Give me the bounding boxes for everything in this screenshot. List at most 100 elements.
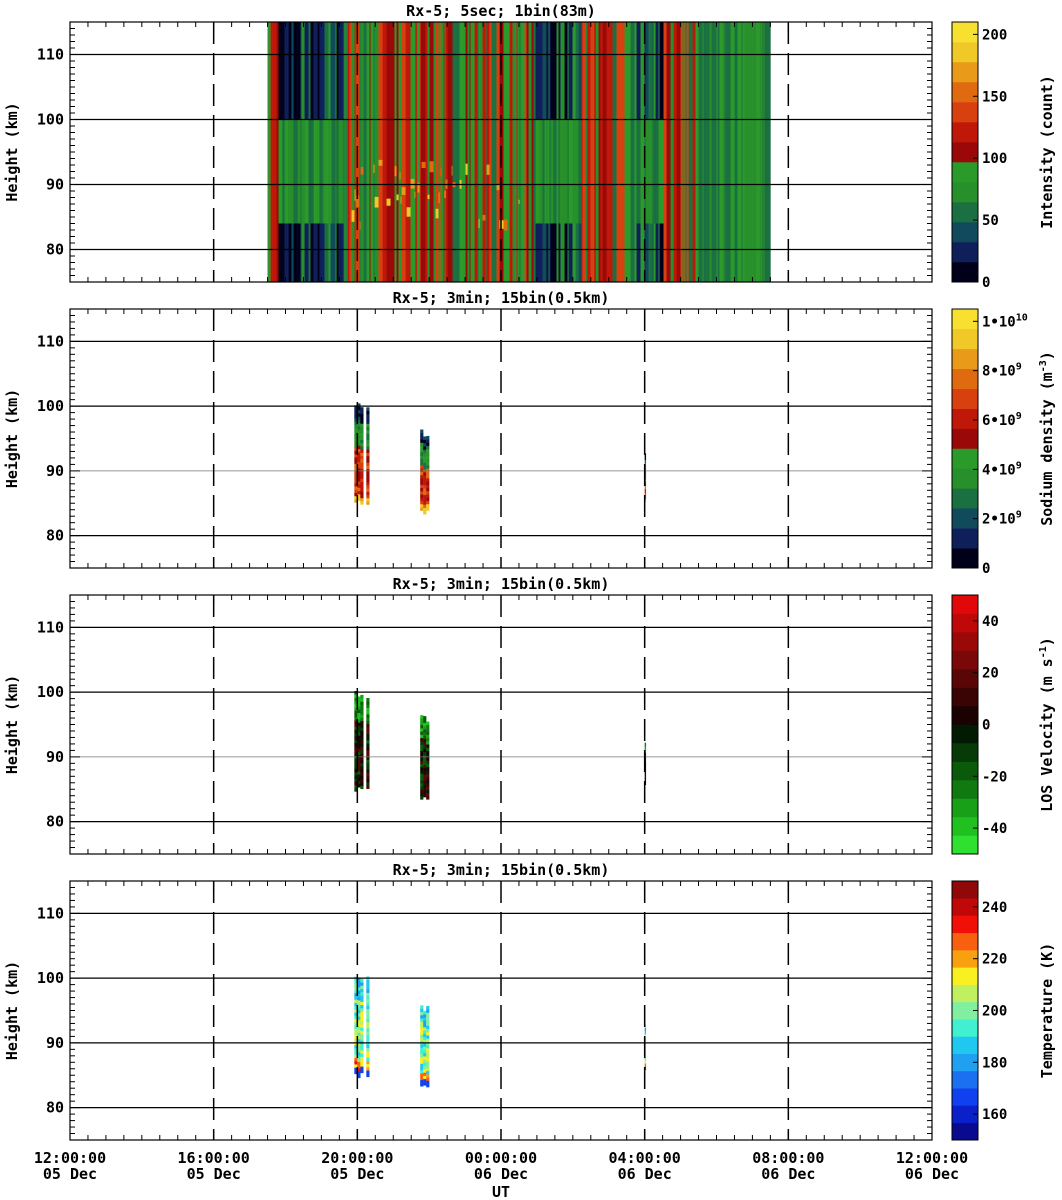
intensity-layer xyxy=(301,119,305,224)
data-cell xyxy=(357,1038,361,1043)
data-cell xyxy=(423,465,427,470)
colorbar-swatch xyxy=(952,309,978,330)
data-cell xyxy=(423,1065,427,1070)
data-cell xyxy=(360,1063,364,1067)
intensity-column xyxy=(526,22,529,282)
intensity-column xyxy=(726,22,731,282)
data-cell xyxy=(366,459,370,463)
data-cell xyxy=(366,429,370,434)
data-cell xyxy=(354,992,358,997)
data-cell xyxy=(354,1002,358,1007)
data-cell xyxy=(366,749,370,754)
intensity-layer xyxy=(338,119,343,224)
intensity-speckle xyxy=(451,165,453,176)
intensity-column xyxy=(616,22,621,282)
data-cell xyxy=(420,779,424,784)
data-cell xyxy=(423,497,427,502)
data-cell xyxy=(420,471,424,476)
data-cell xyxy=(366,462,370,466)
data-cell xyxy=(354,453,358,458)
colorbar-swatch xyxy=(952,42,978,63)
data-cell xyxy=(360,459,364,463)
data-cell xyxy=(366,999,370,1003)
data-cell xyxy=(366,1070,370,1074)
data-cell xyxy=(644,775,647,779)
data-cell xyxy=(423,722,427,727)
intensity-layer xyxy=(282,119,285,224)
data-cell xyxy=(354,746,358,750)
data-cell xyxy=(360,1056,364,1061)
data-cell xyxy=(366,723,370,728)
data-cell xyxy=(366,743,370,747)
data-cell xyxy=(366,436,370,441)
data-cell xyxy=(354,739,358,744)
intensity-column xyxy=(359,22,361,282)
data-cell xyxy=(420,500,424,505)
data-cell xyxy=(426,747,430,752)
data-cell xyxy=(360,978,364,983)
intensity-column xyxy=(461,22,466,282)
data-cell xyxy=(426,1038,430,1042)
colorbar-swatch xyxy=(952,595,978,614)
data-cell xyxy=(357,406,361,411)
data-cell xyxy=(426,490,430,495)
colorbar-swatch xyxy=(952,242,978,263)
intensity-speckle xyxy=(478,218,480,229)
colorbar-swatch xyxy=(952,428,978,449)
data-cell xyxy=(360,743,364,748)
intensity-column xyxy=(764,22,769,282)
y-tick-label: 100 xyxy=(37,683,64,701)
data-cell xyxy=(426,1009,430,1013)
data-cell xyxy=(420,1053,424,1058)
data-cell xyxy=(426,770,430,774)
data-cell xyxy=(360,756,364,760)
x-axis-label: UT xyxy=(492,1183,510,1200)
intensity-column xyxy=(531,22,534,282)
colorbar-swatch xyxy=(952,468,978,489)
colorbar-4: 160 180 200 220 240 Temperature (K) xyxy=(951,880,1056,1141)
data-cell xyxy=(354,762,358,766)
data-cell xyxy=(357,474,361,479)
data-cell xyxy=(354,479,358,484)
data-cell xyxy=(420,744,424,748)
data-cell xyxy=(366,426,370,431)
data-cell xyxy=(360,481,364,486)
data-cell xyxy=(423,488,427,492)
colorbar-tick-label: 2•109 xyxy=(982,510,1022,528)
data-cell xyxy=(360,753,364,757)
data-cell xyxy=(420,494,424,498)
data-cell xyxy=(357,770,361,775)
data-cell xyxy=(357,435,361,440)
data-cell xyxy=(644,485,647,490)
colorbar-tick-label: 20 xyxy=(982,666,999,682)
data-cell xyxy=(354,1064,358,1068)
intensity-column xyxy=(524,22,527,282)
y-tick-label: 80 xyxy=(46,241,64,259)
data-cell xyxy=(366,1031,370,1035)
colorbar-tick-label: 40 xyxy=(982,614,999,630)
intensity-speckle xyxy=(373,164,375,173)
data-cell xyxy=(360,704,364,709)
data-cell xyxy=(366,1002,370,1006)
data-cell xyxy=(366,475,370,479)
intensity-speckle xyxy=(429,161,434,173)
intensity-layer xyxy=(322,119,325,224)
data-cell xyxy=(423,494,427,499)
data-cell xyxy=(426,1080,430,1085)
data-cell xyxy=(366,478,370,483)
intensity-layer xyxy=(546,119,548,224)
intensity-column xyxy=(272,22,277,282)
data-cell xyxy=(357,777,361,781)
intensity-column xyxy=(433,22,436,282)
intensity-column xyxy=(717,22,720,282)
data-cell xyxy=(420,728,424,732)
data-cell xyxy=(426,724,430,729)
intensity-column xyxy=(429,22,434,282)
y-tick-label: 90 xyxy=(46,1034,64,1052)
data-cell xyxy=(354,726,358,731)
data-cell xyxy=(423,774,427,778)
intensity-column xyxy=(692,22,696,282)
intensity-column xyxy=(528,22,532,282)
colorbar-swatch xyxy=(952,368,978,389)
